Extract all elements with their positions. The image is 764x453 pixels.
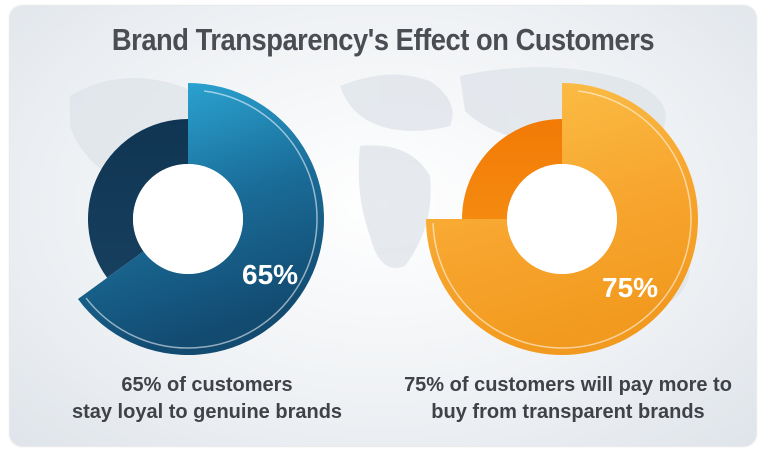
caption-pay-more: 75% of customers will pay more to buy fr…: [388, 372, 748, 426]
caption-pay-more-line-1: 75% of customers will pay more to: [404, 374, 732, 396]
slice-remainder-pay-more: [462, 119, 562, 219]
caption-loyal: 65% of customers stay loyal to genuine b…: [27, 372, 387, 426]
rim-highlight-loyal: [85, 90, 318, 349]
slice-value-pay-more: [426, 83, 698, 355]
donut-hole-pay-more: [507, 164, 617, 274]
slice-remainder-loyal: [88, 119, 188, 278]
rim-highlight-pay-more: [432, 90, 692, 349]
infographic-card: Brand Transparency's Effect on Customers: [10, 6, 756, 446]
donut-charts: 65% 75%: [77, 83, 698, 355]
slice-value-loyal: [77, 83, 324, 355]
data-label-pay-more: 75%: [602, 272, 658, 303]
data-label-loyal: 65%: [242, 259, 298, 290]
caption-pay-more-line-2: buy from transparent brands: [431, 401, 705, 423]
caption-loyal-line-2: stay loyal to genuine brands: [71, 401, 343, 423]
caption-loyal-line-1: 65% of customers: [121, 374, 293, 396]
donut-hole-loyal: [133, 164, 243, 274]
page-title: Brand Transparency's Effect on Customers: [111, 22, 655, 57]
